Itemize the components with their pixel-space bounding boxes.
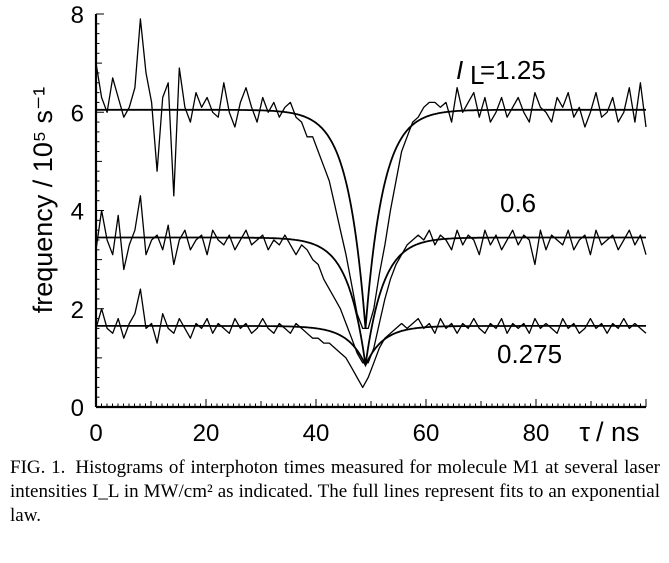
series-label-1.25-value: =1.25 bbox=[480, 55, 546, 85]
x-tick-label: 60 bbox=[413, 420, 440, 445]
series-0.275-data-line bbox=[95, 288, 647, 389]
x-tick-label: 20 bbox=[193, 420, 220, 445]
series-label-1.25-symbol: I bbox=[456, 55, 463, 85]
x-axis: 0 20 40 60 80 bbox=[89, 399, 647, 445]
caption-text: Histograms of interphoton times measured… bbox=[10, 457, 660, 526]
series-layer bbox=[95, 18, 647, 389]
x-tick-label: 80 bbox=[523, 420, 550, 445]
series-1.25-data-line bbox=[95, 18, 647, 330]
x-axis-title: τ / ns bbox=[579, 417, 639, 445]
series-label-1.25-subscript: L bbox=[470, 60, 484, 90]
y-tick-label: 8 bbox=[71, 2, 84, 29]
series-1.25-fit-line bbox=[96, 108, 646, 329]
y-axis: 0 2 4 6 8 bbox=[71, 2, 104, 422]
figure-caption: FIG. 1. Histograms of interphoton times m… bbox=[10, 456, 660, 528]
chart: 0 20 40 60 80 0 2 4 6 8 frequency / 10⁵ s⁻¹ τ / … bbox=[28, 2, 647, 445]
series-0.6-fit-line bbox=[96, 236, 646, 366]
series-0.275-fit-line bbox=[96, 325, 646, 368]
y-tick-label: 2 bbox=[71, 297, 84, 324]
series-0.6-data-line bbox=[95, 195, 647, 364]
x-axis-title-unit: / ns bbox=[596, 417, 640, 445]
x-tick-label: 40 bbox=[303, 420, 330, 445]
series-label-0.6: 0.6 bbox=[500, 188, 536, 218]
y-axis-title: frequency / 10⁵ s⁻¹ bbox=[28, 87, 58, 314]
x-tick-label: 0 bbox=[89, 420, 102, 445]
x-axis-title-symbol: τ bbox=[579, 417, 590, 445]
y-tick-label: 0 bbox=[71, 395, 84, 422]
series-label-0.275: 0.275 bbox=[497, 339, 562, 369]
figure-number: FIG. 1. bbox=[10, 457, 66, 478]
y-tick-label: 6 bbox=[71, 100, 84, 127]
y-tick-label: 4 bbox=[71, 199, 84, 226]
series-label-1.25: I L =1.25 bbox=[456, 55, 546, 90]
